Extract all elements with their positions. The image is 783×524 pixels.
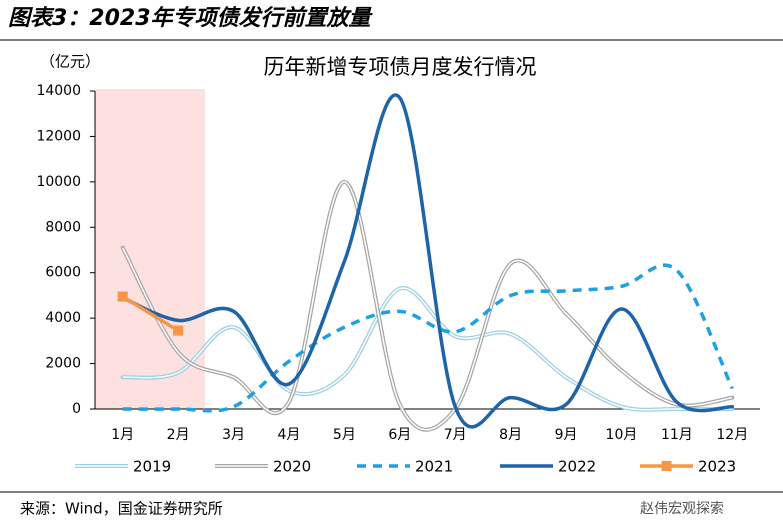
legend-label: 2022 bbox=[558, 458, 596, 476]
x-tick-label: 2月 bbox=[167, 427, 190, 443]
x-tick-label: 12月 bbox=[716, 427, 748, 443]
x-tick-label: 6月 bbox=[388, 427, 411, 443]
y-tick-label: 12000 bbox=[36, 128, 81, 144]
source: 来源：Wind，国金证券研究所 bbox=[20, 500, 223, 518]
y-axis-label: （亿元） bbox=[40, 53, 100, 71]
chart-title: 历年新增专项债月度发行情况 bbox=[264, 55, 537, 79]
line-inner bbox=[122, 287, 733, 411]
legend-marker bbox=[661, 461, 672, 471]
y-tick-label: 4000 bbox=[45, 310, 81, 326]
x-tick-label: 4月 bbox=[277, 427, 300, 443]
y-tick-label: 10000 bbox=[36, 174, 81, 190]
y-tick-label: 8000 bbox=[45, 219, 81, 235]
figure-title: 图表3：2023年专项债发行前置放量 bbox=[8, 5, 374, 31]
line-inner bbox=[122, 181, 733, 431]
x-tick-label: 3月 bbox=[222, 427, 245, 443]
legend-label: 2023 bbox=[698, 458, 736, 476]
legend-label: 2019 bbox=[133, 458, 171, 476]
marker bbox=[117, 291, 128, 302]
x-tick-label: 5月 bbox=[333, 427, 356, 443]
highlight-region bbox=[95, 89, 205, 409]
y-tick-label: 0 bbox=[72, 401, 81, 417]
x-tick-label: 7月 bbox=[444, 427, 467, 443]
x-tick-label: 11月 bbox=[661, 427, 693, 443]
y-tick-label: 2000 bbox=[45, 356, 81, 372]
marker bbox=[173, 325, 184, 336]
legend-label: 2021 bbox=[415, 458, 453, 476]
watermark: 赵伟宏观探索 bbox=[640, 500, 724, 517]
x-tick-label: 10月 bbox=[606, 427, 638, 443]
x-tick-label: 9月 bbox=[555, 427, 578, 443]
line bbox=[120, 93, 735, 429]
x-tick-label: 1月 bbox=[111, 427, 134, 443]
y-tick-label: 14000 bbox=[36, 83, 81, 99]
legend-label: 2020 bbox=[273, 458, 311, 476]
y-tick-label: 6000 bbox=[45, 265, 81, 281]
x-tick-label: 8月 bbox=[499, 427, 522, 443]
